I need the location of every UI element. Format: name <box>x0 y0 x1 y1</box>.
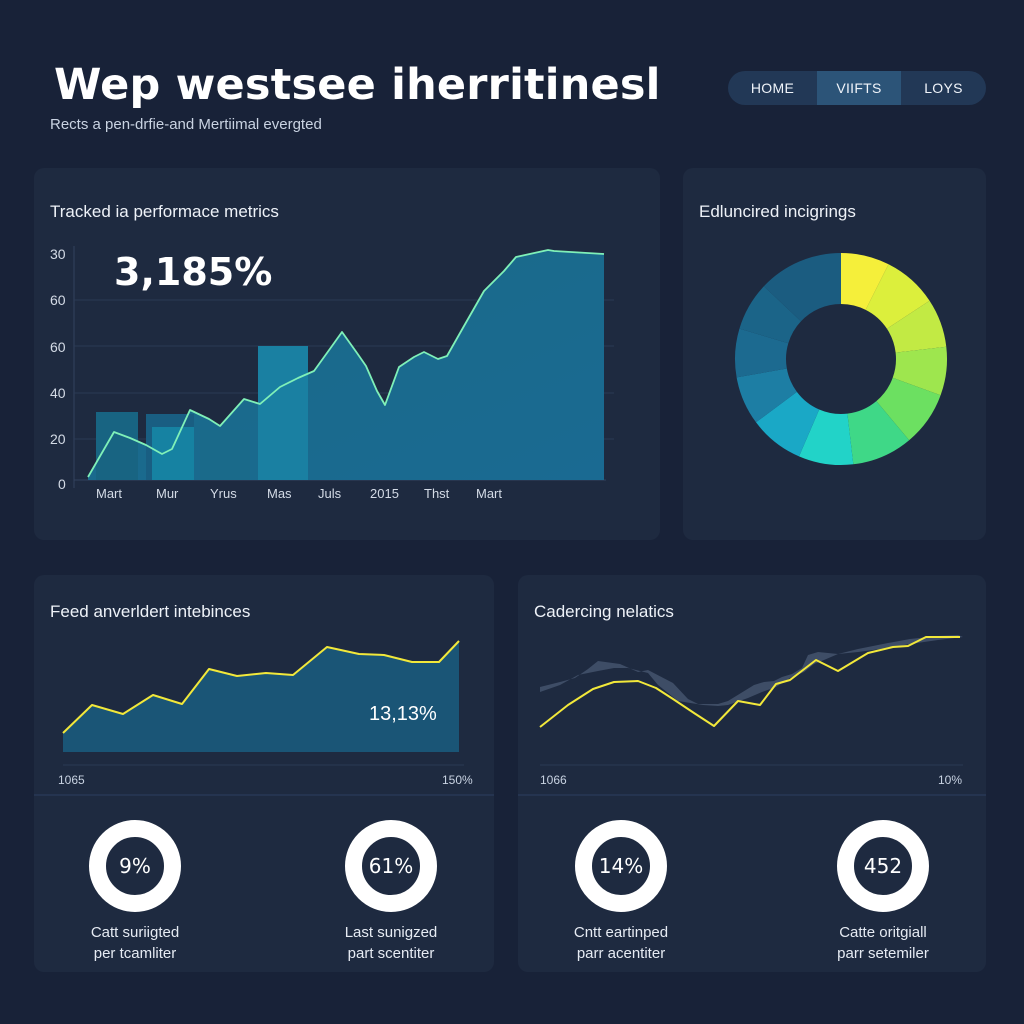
y-tick: 60 <box>50 292 66 308</box>
top-nav: HOME VIIFTS LOYS <box>728 71 986 105</box>
feed-range-start: 1065 <box>58 773 85 787</box>
kpi-label: Last sunigzed part scentiter <box>311 922 471 964</box>
feed-area-chart <box>62 640 464 766</box>
performance-chart <box>73 246 614 488</box>
divider <box>518 794 986 796</box>
cadence-range-end: 10% <box>938 773 963 787</box>
kpi-ring: 61% <box>345 820 437 912</box>
kpi-tile: 452 Catte oritgiall parr setemiler <box>803 820 963 964</box>
x-tick: Mart <box>96 486 122 501</box>
y-tick: 20 <box>50 431 66 447</box>
kpi-label-line2: parr acentiter <box>576 945 666 962</box>
donut-card-title: Edluncired incigrings <box>699 202 856 221</box>
divider <box>34 794 494 796</box>
y-tick: 60 <box>50 339 66 355</box>
performance-card-title: Tracked ia performace metrics <box>50 202 279 221</box>
y-tick: 30 <box>50 246 66 262</box>
performance-card: Tracked ia performace metrics 30 60 60 4… <box>34 168 660 540</box>
kpi-label-line2: part scentiter <box>347 945 435 962</box>
kpi-ring: 9% <box>89 820 181 912</box>
donut-segment <box>763 253 841 322</box>
kpi-label-line2: per tcamliter <box>93 945 177 962</box>
cadence-card: Cadercing nelatics 1066 10% 14% Cntt ear… <box>518 575 986 972</box>
nav-item-viifts[interactable]: VIIFTS <box>817 71 901 105</box>
kpi-ring: 14% <box>575 820 667 912</box>
x-tick: Mas <box>267 486 292 501</box>
donut-segment <box>847 401 910 465</box>
x-tick: Thst <box>424 486 450 501</box>
page-title: Wep westsee iherritinesl <box>54 60 661 110</box>
y-tick: 0 <box>58 476 66 492</box>
feed-range-end: 150% <box>442 773 473 787</box>
kpi-label: Cntt eartinped parr acentiter <box>541 922 701 964</box>
kpi-label-line1: Cntt eartinped <box>573 924 669 941</box>
kpi-label: Catte oritgiall parr setemiler <box>803 922 963 964</box>
performance-big-metric: 3,185% <box>114 250 273 294</box>
kpi-label: Catt suriigted per tcamliter <box>55 922 215 964</box>
x-tick: Juls <box>318 486 342 501</box>
kpi-ring: 452 <box>837 820 929 912</box>
kpi-value: 61% <box>368 854 414 878</box>
nav-item-loys[interactable]: LOYS <box>924 80 963 96</box>
kpi-label-line1: Last sunigzed <box>344 924 438 941</box>
kpi-tile: 61% Last sunigzed part scentiter <box>311 820 471 964</box>
feed-card: Feed anverldert intebinces 13,13% 1065 1… <box>34 575 494 972</box>
donut-segment <box>736 368 797 423</box>
y-tick: 40 <box>50 385 66 401</box>
donut-segment <box>865 264 930 329</box>
kpi-value: 452 <box>863 854 903 878</box>
donut-chart <box>735 253 947 465</box>
donut-segment <box>886 300 947 353</box>
x-tick: Mart <box>476 486 502 501</box>
donut-segment <box>735 328 789 378</box>
x-tick: Mur <box>156 486 179 501</box>
donut-segment <box>892 346 947 396</box>
donut-segment <box>876 377 941 441</box>
nav-item-home[interactable]: HOME <box>750 80 795 96</box>
feed-overlay-metric: 13,13% <box>369 703 437 725</box>
kpi-value: 9% <box>119 854 151 878</box>
kpi-value: 14% <box>598 854 644 878</box>
kpi-label-line1: Catt suriigted <box>90 924 180 941</box>
page-subtitle: Rects a pen-drfie-and Mertiimal evergted <box>50 116 322 133</box>
cadence-line-chart <box>539 635 963 766</box>
cadence-range-start: 1066 <box>540 773 567 787</box>
donut-segment <box>755 391 820 457</box>
donut-segment <box>841 253 889 310</box>
kpi-label-line1: Catte oritgiall <box>839 924 927 941</box>
kpi-tile: 14% Cntt eartinped parr acentiter <box>541 820 701 964</box>
feed-card-title: Feed anverldert intebinces <box>50 602 251 621</box>
kpi-tile: 9% Catt suriigted per tcamliter <box>55 820 215 964</box>
donut-segment <box>799 409 854 465</box>
donut-card: Edluncired incigrings <box>683 168 986 540</box>
kpi-label-line2: parr setemiler <box>837 945 929 962</box>
donut-segment <box>739 286 801 344</box>
cadence-card-title: Cadercing nelatics <box>534 602 674 621</box>
x-tick: Yrus <box>210 486 237 501</box>
x-tick: 2015 <box>370 486 399 501</box>
